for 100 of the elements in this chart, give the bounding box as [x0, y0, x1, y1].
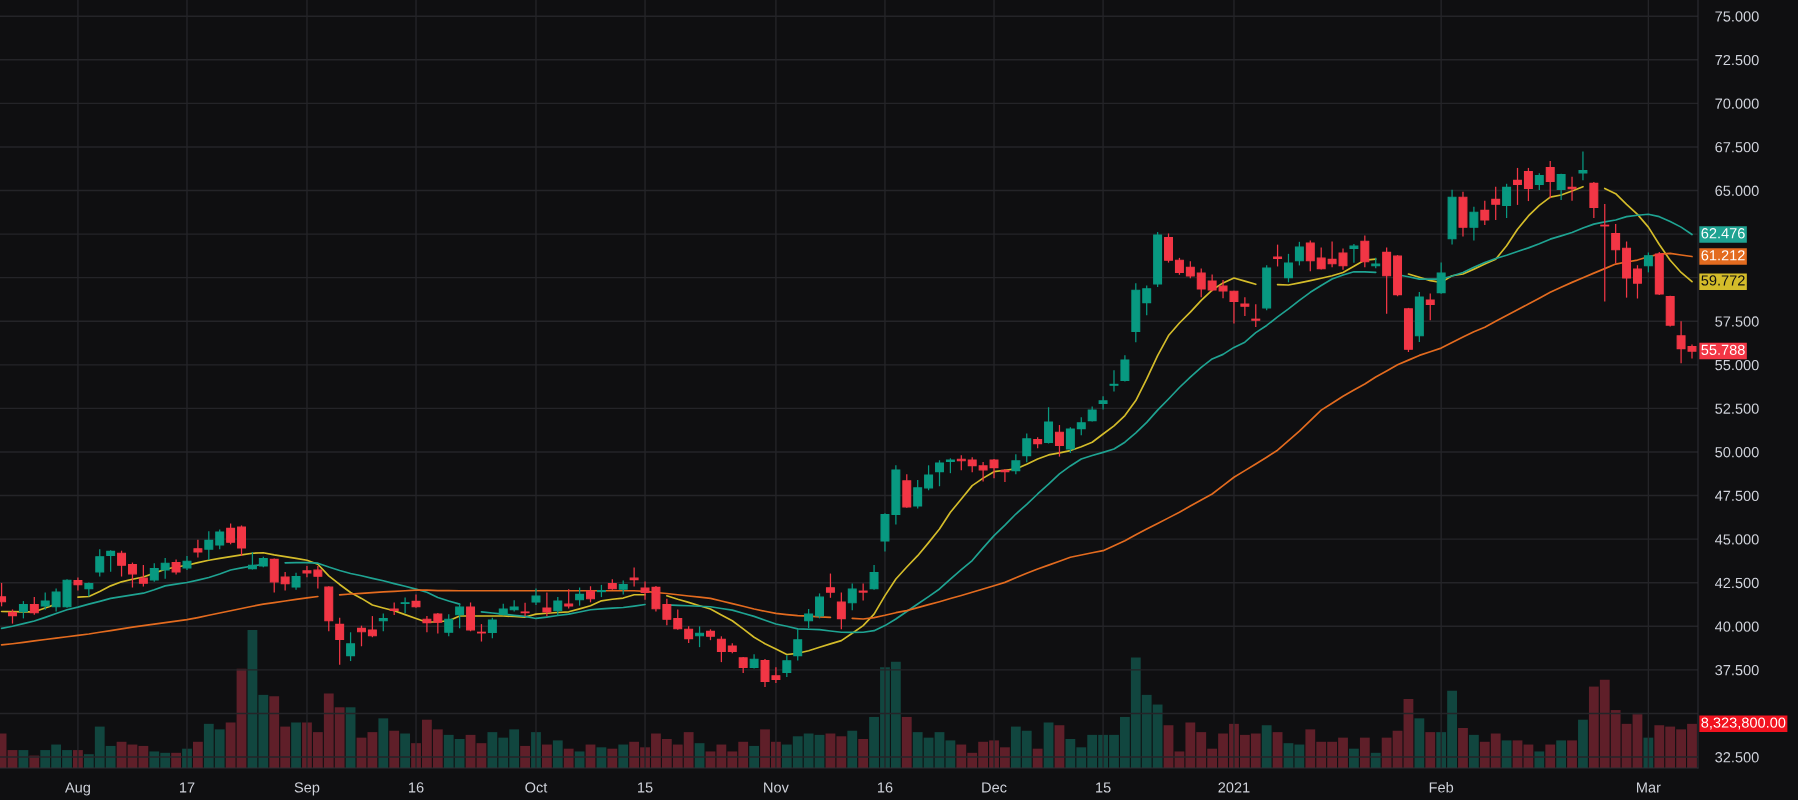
candlestick [1000, 468, 1010, 482]
candlestick [1284, 253, 1293, 283]
candlestick [1305, 240, 1315, 272]
candlestick [1382, 247, 1392, 314]
bar [378, 718, 389, 768]
candlestick [226, 523, 236, 545]
candlestick [487, 617, 497, 639]
candlestick [357, 625, 366, 647]
candlestick [455, 603, 465, 629]
candlestick [1600, 204, 1610, 302]
text: 55.788 [1701, 344, 1745, 356]
candlestick [673, 609, 683, 630]
candlestick [793, 628, 803, 661]
candlestick [825, 573, 835, 598]
candlestick [542, 592, 552, 617]
y-tick-label: 65.000 [1715, 185, 1759, 196]
x-tick-label: Feb [1429, 781, 1454, 793]
candlestick [127, 562, 137, 588]
candlestick [1240, 297, 1250, 317]
candlestick [815, 593, 825, 619]
candlestick [1273, 244, 1283, 267]
candlestick [847, 583, 857, 611]
data-label: 62.476 [1701, 228, 1745, 239]
candlestick [1523, 167, 1533, 202]
candlestick [346, 632, 356, 662]
bar [389, 730, 400, 768]
candlestick [1480, 200, 1490, 225]
bar [1261, 725, 1272, 768]
candlestick [1491, 186, 1501, 220]
candlestick [193, 539, 203, 558]
candlestick [95, 549, 105, 577]
candlestick [1643, 252, 1653, 273]
candlestick [204, 531, 214, 560]
x-tick-label: 16 [409, 782, 424, 793]
candlestick [280, 571, 290, 591]
bar [400, 733, 411, 768]
candlestick [1469, 206, 1479, 241]
candlestick [520, 602, 530, 617]
candlestick [836, 592, 846, 630]
x-tick-label: 16 [877, 782, 893, 793]
candlestick [1436, 262, 1446, 294]
candlestick [782, 655, 792, 678]
candlestick [869, 565, 879, 590]
x-tick-label: Mar [1637, 782, 1661, 793]
y-tick-label: 52.500 [1715, 403, 1759, 414]
x-tick-label: Aug [64, 782, 90, 796]
x-tick-label: 15 [638, 782, 653, 793]
candlestick [1054, 425, 1064, 457]
candlestick [1611, 224, 1621, 264]
candlestick [422, 616, 432, 633]
candlestick [466, 602, 476, 632]
y-tick-label: 72.500 [1715, 54, 1759, 66]
candlestick [106, 550, 116, 572]
text: 8,323,800.00 [1701, 717, 1786, 730]
x-tick-label: Dec [982, 782, 1007, 793]
candlestick [1425, 293, 1435, 321]
candlestick [1120, 355, 1130, 382]
candlestick [1098, 396, 1108, 410]
y-tick-label: 70.000 [1715, 98, 1759, 109]
y-tick-label: 75.000 [1715, 11, 1759, 22]
bar [1567, 740, 1577, 768]
data-label: 59.772 [1701, 275, 1745, 286]
y-tick-label: 47.500 [1715, 490, 1759, 501]
candlestick [433, 613, 443, 634]
candlestick [138, 565, 148, 587]
candlestick [1513, 167, 1522, 205]
candlestick [400, 597, 410, 614]
candlestick [1545, 160, 1555, 199]
bar [1578, 719, 1588, 768]
x-tick-label: Oct [525, 782, 548, 793]
bar [291, 722, 301, 768]
x-tick-label: Sep [294, 782, 320, 796]
candlestick [1632, 265, 1642, 299]
candlestick [1196, 268, 1206, 298]
bar [1414, 718, 1425, 768]
candlestick [1011, 454, 1021, 475]
candlestick [1578, 151, 1588, 181]
x-tick-label: Nov [764, 782, 789, 793]
candlestick [1164, 233, 1174, 263]
bar [1556, 740, 1567, 768]
candlestick [1316, 247, 1326, 270]
candlestick [1556, 173, 1566, 201]
data-label: 61.212 [1701, 250, 1745, 261]
candlestick [1502, 183, 1512, 218]
candlestick [411, 594, 421, 608]
candlestick [1251, 304, 1261, 328]
candlestick [935, 460, 944, 487]
y-tick-label: 45.000 [1715, 534, 1759, 545]
y-tick-label: 67.500 [1715, 142, 1759, 153]
bar [1458, 727, 1468, 768]
candlestick [160, 558, 170, 579]
candlestick [716, 636, 726, 663]
candlestick [73, 577, 83, 591]
y-tick-label: 50.000 [1715, 447, 1759, 458]
y-tick-label: 55.000 [1715, 359, 1759, 371]
x-tick-label: 17 [179, 782, 195, 793]
candlestick [1109, 370, 1119, 392]
candlestick [913, 479, 923, 509]
bar [1501, 740, 1512, 768]
candlestick [367, 616, 377, 638]
